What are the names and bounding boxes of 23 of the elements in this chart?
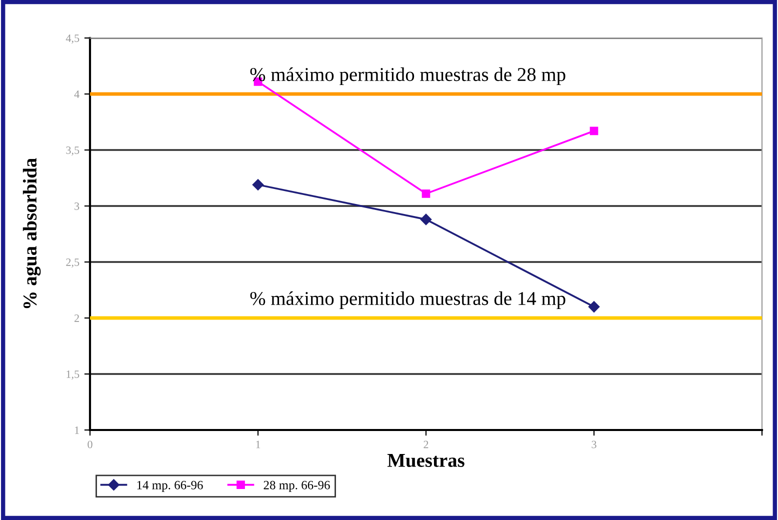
x-tick-label: 3	[592, 440, 596, 448]
y-axis-title: % agua absorbida	[22, 158, 41, 308]
point	[590, 126, 598, 136]
point	[252, 179, 264, 190]
x-tick-label: 1	[256, 440, 260, 448]
y-tick-label: 2,5	[66, 258, 80, 268]
x-tick-label: 0	[88, 440, 92, 448]
legend-label: 14 mp. 66-96	[137, 480, 203, 492]
y-tick-label: 2	[74, 314, 79, 322]
y-tick-label: 3	[74, 202, 80, 210]
x-tick-label: 2	[424, 440, 428, 448]
ref-line-label: % máximo permitido muestras de 14 mp	[250, 291, 566, 310]
y-tick-label: 3,5	[66, 146, 80, 156]
point	[422, 190, 430, 198]
y-tick-label: 4,5	[66, 34, 80, 44]
legend-label: 28 mp. 66-96	[264, 480, 330, 492]
point	[420, 214, 432, 226]
ref-line-label: % máximo permitido muestras de 28 mp	[250, 67, 566, 86]
y-tick-label: 4	[74, 90, 80, 98]
y-tick-label: 1	[75, 426, 79, 434]
x-axis-title: Muestras	[387, 454, 464, 467]
point	[588, 301, 600, 312]
y-tick-label: 1,5	[66, 370, 80, 380]
